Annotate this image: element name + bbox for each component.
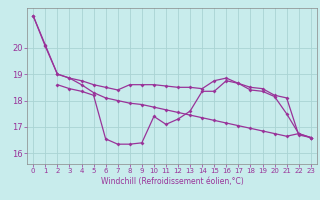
X-axis label: Windchill (Refroidissement éolien,°C): Windchill (Refroidissement éolien,°C) bbox=[100, 177, 244, 186]
